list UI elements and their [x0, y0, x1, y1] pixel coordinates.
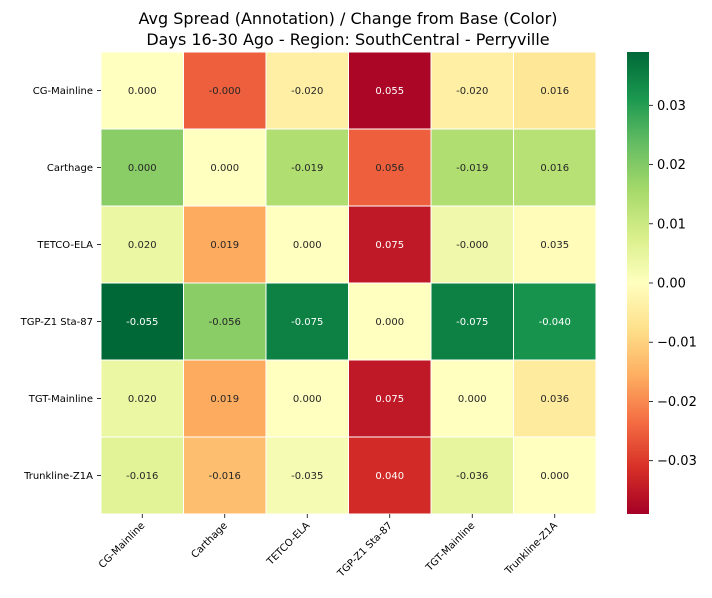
cell-annotation: 0.000	[210, 163, 239, 174]
heatmap-cell	[513, 359, 597, 438]
colorbar-tick-label: 0.02	[657, 158, 686, 173]
cell-annotation: 0.075	[375, 394, 404, 405]
cell-annotation: -0.016	[209, 471, 241, 482]
x-axis-tick-labels: CG-Mainline Carthage TETCO-ELA TGP-Z1 Sta-8…	[97, 514, 560, 580]
chart-title: Avg Spread (Annotation) / Change from Ba…	[139, 9, 558, 28]
heatmap-cell	[100, 282, 184, 361]
cell-annotation: 0.000	[458, 394, 487, 405]
heatmap-cell	[513, 128, 597, 207]
heatmap-cell	[265, 282, 349, 361]
y-tick-label: Carthage	[47, 163, 93, 174]
x-tick-label: Carthage	[189, 520, 229, 560]
colorbar-tick-label: −0.01	[657, 336, 697, 351]
cell-annotation: 0.000	[540, 471, 569, 482]
cell-annotation: 0.016	[540, 163, 569, 174]
heatmap-cell	[430, 205, 514, 284]
cell-annotation: 0.000	[128, 163, 157, 174]
cell-annotation: 0.040	[375, 471, 404, 482]
heatmap-cell	[348, 51, 432, 130]
colorbar-tick-label: 0.00	[657, 277, 686, 292]
cell-annotation: 0.075	[375, 240, 404, 251]
heatmap-cell	[100, 359, 184, 438]
cell-annotation: 0.020	[128, 240, 157, 251]
cell-annotation: -0.075	[456, 317, 488, 328]
heatmap-cell	[183, 51, 267, 130]
heatmap-cell	[100, 51, 184, 130]
colorbar-tick-label: 0.01	[657, 217, 686, 232]
heatmap-cell	[430, 282, 514, 361]
cell-annotation: 0.016	[540, 86, 569, 97]
heatmap-cell	[183, 128, 267, 207]
x-tick-label: TGT-Mainline	[423, 520, 477, 574]
cell-annotation: 0.035	[540, 240, 569, 251]
cell-annotation: 0.000	[293, 240, 322, 251]
cell-annotation: 0.000	[128, 86, 157, 97]
cell-annotation: -0.040	[539, 317, 571, 328]
heatmap-cell	[513, 436, 597, 515]
cell-annotation: -0.019	[456, 163, 488, 174]
chart-subtitle: Days 16-30 Ago - Region: SouthCentral - …	[146, 30, 549, 49]
heatmap-cell	[348, 359, 432, 438]
x-tick-label: CG-Mainline	[97, 520, 147, 570]
cell-annotation: 0.019	[210, 240, 239, 251]
cell-annotation: 0.019	[210, 394, 239, 405]
heatmap-cell	[430, 51, 514, 130]
heatmap-cell	[348, 205, 432, 284]
y-axis-tick-labels: CG-Mainline Carthage TETCO-ELA TGP-Z1 Sta-8…	[20, 86, 101, 482]
heatmap-cell	[430, 359, 514, 438]
y-tick-label: Trunkline-Z1A	[23, 471, 93, 482]
heatmap-cell	[513, 51, 597, 130]
colorbar-tick-label: −0.02	[657, 395, 697, 410]
heatmap-cell	[100, 436, 184, 515]
heatmap-cell	[183, 282, 267, 361]
cell-annotation: 0.056	[375, 163, 404, 174]
colorbar	[627, 52, 649, 514]
colorbar-tick-label: 0.03	[657, 99, 686, 114]
y-tick-label: TGP-Z1 Sta-87	[20, 317, 93, 328]
cell-annotation: -0.020	[291, 86, 323, 97]
cell-annotation: -0.016	[126, 471, 158, 482]
heatmap-cell	[513, 205, 597, 284]
cell-annotation: -0.056	[209, 317, 241, 328]
cell-annotation: -0.075	[291, 317, 323, 328]
y-tick-label: TETCO-ELA	[36, 240, 93, 251]
heatmap-cell	[265, 359, 349, 438]
cell-annotation: 0.036	[540, 394, 569, 405]
heatmap-cell	[430, 436, 514, 515]
cell-annotation: 0.020	[128, 394, 157, 405]
colorbar-tick-label: −0.03	[657, 454, 697, 469]
heatmap-cell	[183, 205, 267, 284]
cell-annotation: 0.055	[375, 86, 404, 97]
cell-annotation: -0.000	[456, 240, 488, 251]
y-tick-label: CG-Mainline	[33, 86, 93, 97]
heatmap-cell	[348, 282, 432, 361]
heatmap-cells: 0.000 -0.000 -0.020 0.055 -0.020 0.016 0.000 0.…	[100, 51, 597, 515]
cell-annotation: -0.035	[291, 471, 323, 482]
x-tick-label: Trunkline-Z1A	[503, 520, 560, 577]
x-tick-label: TGP-Z1 Sta-87	[335, 520, 395, 580]
heatmap-cell	[513, 282, 597, 361]
heatmap-cell	[348, 128, 432, 207]
cell-annotation: 0.000	[293, 394, 322, 405]
cell-annotation: -0.036	[456, 471, 488, 482]
y-tick-label: TGT-Mainline	[28, 394, 93, 405]
heatmap-cell	[100, 205, 184, 284]
colorbar-ticks: −0.03 −0.02 −0.01 0.00 0.01 0.02 0.03	[649, 99, 697, 469]
cell-annotation: -0.020	[456, 86, 488, 97]
cell-annotation: 0.000	[375, 317, 404, 328]
heatmap-cell	[265, 51, 349, 130]
cell-annotation: -0.000	[209, 86, 241, 97]
cell-annotation: -0.055	[126, 317, 158, 328]
cell-annotation: -0.019	[291, 163, 323, 174]
x-tick-label: TETCO-ELA	[265, 520, 313, 568]
